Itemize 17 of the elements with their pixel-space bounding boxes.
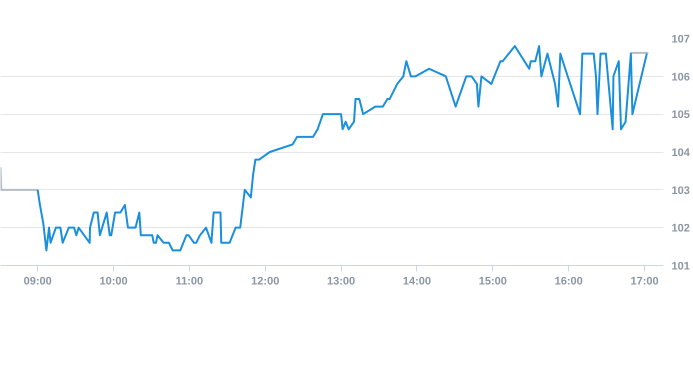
y-tick-label: 105 <box>672 109 690 122</box>
x-tick-label: 13:00 <box>327 276 356 288</box>
x-tick-label: 14:00 <box>402 276 432 288</box>
x-tick-label: 10:00 <box>99 276 128 288</box>
x-tick-label: 16:00 <box>554 276 583 288</box>
x-tick-label: 15:00 <box>478 276 507 288</box>
line-series <box>36 45 648 252</box>
y-tick-label: 102 <box>672 222 690 235</box>
y-tick-label: 106 <box>672 71 690 84</box>
x-tick-label: 12:00 <box>251 276 280 288</box>
y-tick-label: 103 <box>672 184 690 197</box>
x-tick-label: 09:00 <box>24 276 52 288</box>
x-tick-label: 11:00 <box>176 276 204 288</box>
y-tick-label: 104 <box>672 147 691 159</box>
y-tick-label: 101 <box>672 260 690 272</box>
x-tick-label: 17:00 <box>630 276 659 288</box>
y-tick-label: 107 <box>672 34 690 46</box>
